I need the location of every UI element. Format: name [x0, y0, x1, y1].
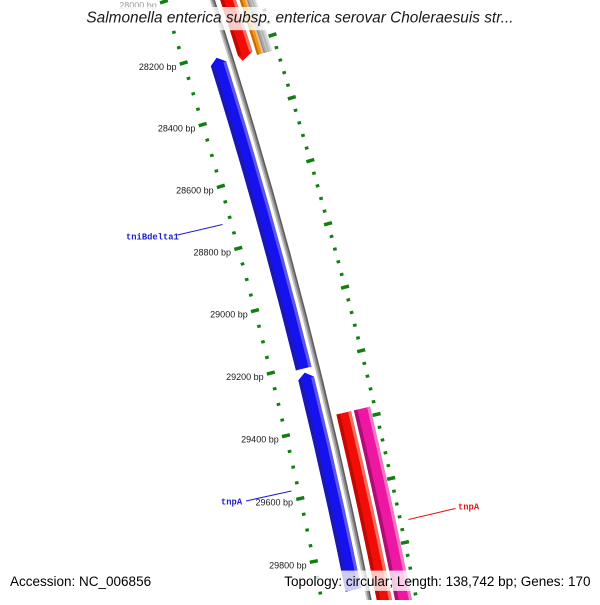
svg-text:28800 bp: 28800 bp: [194, 247, 232, 257]
svg-text:29200 bp: 29200 bp: [226, 372, 264, 382]
svg-text:29000 bp: 29000 bp: [210, 310, 248, 320]
svg-text:tnpA: tnpA: [458, 503, 480, 513]
svg-text:29600 bp: 29600 bp: [256, 498, 294, 508]
svg-text:Topology: circular; Length: 13: Topology: circular; Length: 138,742 bp; …: [284, 574, 590, 589]
svg-text:29800 bp: 29800 bp: [269, 561, 307, 571]
svg-text:Accession: NC_006856: Accession: NC_006856: [10, 574, 151, 589]
svg-text:28000 bp: 28000 bp: [119, 1, 157, 11]
svg-text:tnpA: tnpA: [221, 498, 243, 508]
svg-text:29400 bp: 29400 bp: [241, 435, 279, 445]
svg-text:28400 bp: 28400 bp: [158, 124, 196, 134]
svg-text:28200 bp: 28200 bp: [139, 62, 177, 72]
svg-text:tniBdelta1: tniBdelta1: [126, 233, 179, 243]
svg-text:28600 bp: 28600 bp: [176, 185, 214, 195]
svg-text:Salmonella enterica subsp. ent: Salmonella enterica subsp. enterica sero…: [86, 10, 513, 27]
